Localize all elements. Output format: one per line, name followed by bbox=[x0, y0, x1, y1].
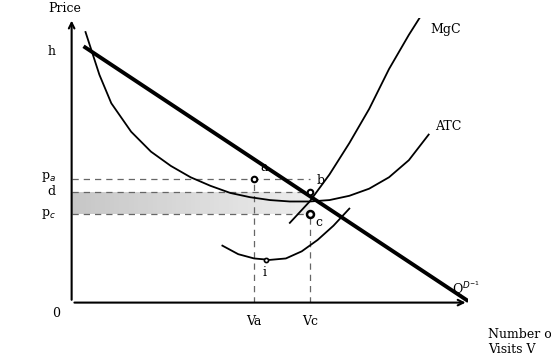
Text: ATC: ATC bbox=[435, 120, 461, 132]
Bar bbox=[143, 192, 148, 214]
Text: d: d bbox=[47, 185, 56, 198]
Bar bbox=[181, 192, 186, 214]
Bar bbox=[77, 192, 81, 214]
Bar bbox=[158, 192, 162, 214]
Bar bbox=[86, 192, 91, 214]
Bar bbox=[305, 192, 310, 214]
Text: MgC: MgC bbox=[431, 23, 461, 37]
Text: Va: Va bbox=[246, 315, 262, 329]
Bar bbox=[129, 192, 133, 214]
Bar bbox=[167, 192, 171, 214]
Text: Q$^{D^{-1}}$: Q$^{D^{-1}}$ bbox=[452, 279, 480, 298]
Bar bbox=[124, 192, 129, 214]
Bar bbox=[262, 192, 267, 214]
Bar bbox=[300, 192, 305, 214]
Bar bbox=[214, 192, 219, 214]
Bar bbox=[186, 192, 191, 214]
Bar bbox=[252, 192, 257, 214]
Text: a: a bbox=[260, 161, 268, 174]
Bar bbox=[105, 192, 110, 214]
Bar bbox=[238, 192, 243, 214]
Bar bbox=[81, 192, 86, 214]
Bar bbox=[224, 192, 229, 214]
Bar bbox=[91, 192, 95, 214]
Bar bbox=[95, 192, 100, 214]
Text: b: b bbox=[317, 174, 325, 187]
Bar bbox=[277, 192, 281, 214]
Bar bbox=[234, 192, 238, 214]
Bar bbox=[295, 192, 300, 214]
Text: Vc: Vc bbox=[301, 315, 318, 329]
Bar bbox=[119, 192, 124, 214]
Bar bbox=[229, 192, 234, 214]
Text: p$_c$: p$_c$ bbox=[41, 207, 56, 221]
Bar bbox=[72, 192, 77, 214]
Bar bbox=[205, 192, 210, 214]
Bar bbox=[272, 192, 277, 214]
Bar bbox=[200, 192, 205, 214]
Bar bbox=[162, 192, 167, 214]
Text: p$_a$: p$_a$ bbox=[41, 170, 56, 184]
Bar bbox=[176, 192, 181, 214]
Bar bbox=[243, 192, 248, 214]
Bar bbox=[171, 192, 176, 214]
Bar bbox=[286, 192, 290, 214]
Bar bbox=[210, 192, 214, 214]
Text: h: h bbox=[48, 46, 56, 58]
Text: Price: Price bbox=[48, 2, 80, 15]
Text: c: c bbox=[316, 216, 323, 229]
Bar bbox=[100, 192, 105, 214]
Bar bbox=[281, 192, 286, 214]
Text: Number of
Visits V: Number of Visits V bbox=[488, 328, 551, 356]
Bar bbox=[148, 192, 153, 214]
Bar bbox=[257, 192, 262, 214]
Bar bbox=[248, 192, 252, 214]
Bar bbox=[110, 192, 115, 214]
Bar bbox=[267, 192, 272, 214]
Bar bbox=[115, 192, 119, 214]
Text: i: i bbox=[262, 266, 266, 279]
Bar bbox=[196, 192, 200, 214]
Bar bbox=[219, 192, 224, 214]
Bar bbox=[153, 192, 158, 214]
Text: 0: 0 bbox=[52, 308, 60, 320]
Bar bbox=[138, 192, 143, 214]
Bar bbox=[191, 192, 196, 214]
Bar bbox=[133, 192, 138, 214]
Bar bbox=[290, 192, 295, 214]
